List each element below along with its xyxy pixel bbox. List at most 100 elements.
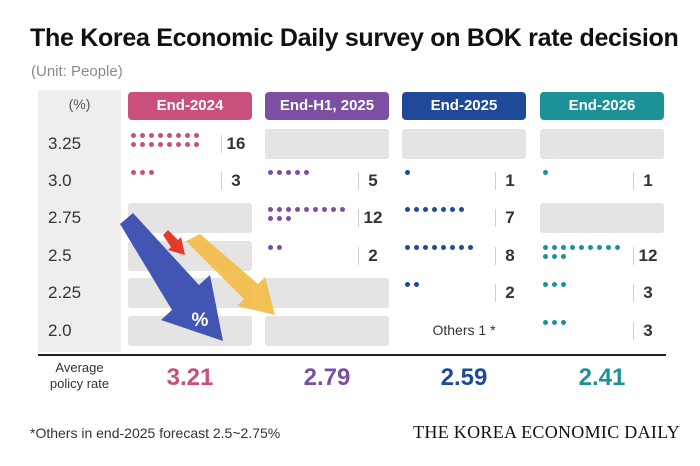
person-dot [543,170,548,175]
person-dot [131,142,136,147]
person-dot [185,133,190,138]
person-dot [322,207,327,212]
person-dot [414,282,419,287]
count-value: 1 [643,171,653,190]
count-value: 5 [368,171,378,190]
person-dot [277,170,282,175]
person-dot [158,133,163,138]
person-dot [414,245,419,250]
person-dot [149,170,154,175]
count-value: 12 [638,246,658,265]
rate-column [38,90,121,352]
count-cell: 1 [540,166,664,196]
person-dot [579,245,584,250]
count-value: 7 [505,208,515,227]
person-dot [149,133,154,138]
rate-label: 2.5 [48,246,72,265]
person-dot [405,245,410,250]
person-dot [543,254,548,259]
person-dot [459,207,464,212]
unit-label: (Unit: People) [31,63,123,80]
person-dot [268,170,273,175]
rate-label: 2.25 [48,283,82,302]
count-value: 8 [505,246,515,265]
person-dot [185,142,190,147]
person-dot [552,245,557,250]
person-dot [304,207,309,212]
person-dot [286,170,291,175]
person-dot [405,282,410,287]
count-cell: 3 [540,278,664,308]
person-dot [561,282,566,287]
person-dot [552,320,557,325]
average-rate-value: 2.79 [303,364,351,391]
person-dot [423,245,428,250]
person-dot [441,207,446,212]
others-cell: Others 1 * [402,316,526,346]
column-header: End-2025 [402,92,526,120]
empty-cell [128,203,252,233]
person-dot [331,207,336,212]
average-rate-value: 3.21 [166,364,214,391]
person-dot [606,245,611,250]
cell-separator [221,172,222,190]
count-cell: 3 [540,316,664,346]
dot-group [405,207,493,212]
chart-title: The Korea Economic Daily survey on BOK r… [30,24,679,52]
cell-separator [495,247,496,265]
person-dot [405,207,410,212]
count-value: 2 [505,283,515,302]
person-dot [277,216,282,221]
rate-label: 2.0 [48,321,72,340]
person-dot [552,254,557,259]
person-dot [295,207,300,212]
dot-group [543,245,623,259]
person-dot [561,254,566,259]
rate-label: 3.25 [48,134,82,153]
footnote: *Others in end-2025 forecast 2.5~2.75% [30,425,281,441]
count-value: 12 [363,208,383,227]
person-dot [615,245,620,250]
rate-header: (%) [68,96,91,112]
count-cell: 3 [128,166,252,196]
person-dot [459,245,464,250]
count-value: 3 [643,283,653,302]
person-dot [450,207,455,212]
person-dot [313,207,318,212]
count-value: 2 [368,246,378,265]
person-dot [194,133,199,138]
cell-separator [495,284,496,302]
count-cell: 12 [540,241,664,271]
person-dot [414,207,419,212]
cell-separator [358,209,359,227]
person-dot [450,245,455,250]
person-dot [277,207,282,212]
person-dot [543,320,548,325]
dot-group [268,170,356,175]
count-cell: 12 [265,203,389,233]
person-dot [277,245,282,250]
person-dot [423,207,428,212]
person-dot [167,133,172,138]
count-value: 3 [231,171,241,190]
empty-cell [540,203,664,233]
percent-symbol: % [192,310,209,331]
cell-separator [358,172,359,190]
cell-separator [221,135,222,153]
person-dot [176,142,181,147]
person-dot [286,216,291,221]
cell-separator [633,322,634,340]
cell-separator [633,247,634,265]
person-dot [543,245,548,250]
count-value: 16 [226,134,246,153]
person-dot [167,142,172,147]
dot-group [405,170,493,175]
dot-group [405,245,493,250]
person-dot [286,207,291,212]
count-cell: 16 [128,129,252,159]
dot-group [131,170,219,175]
person-dot [268,216,273,221]
person-dot [570,245,575,250]
dot-group [268,207,348,221]
person-dot [149,142,154,147]
